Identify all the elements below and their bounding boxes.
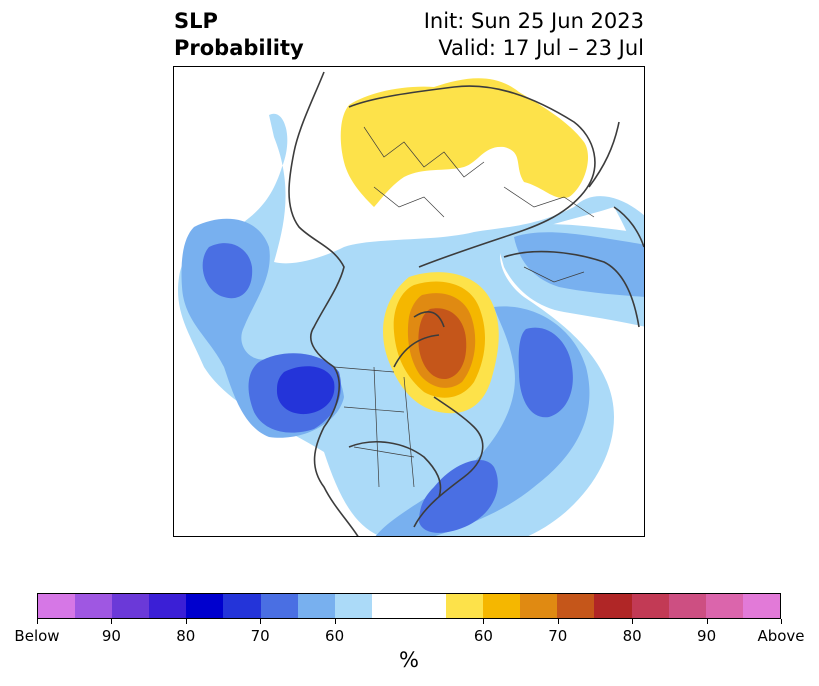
- colorbar-swatch: [742, 594, 780, 618]
- colorbar-swatch: [594, 594, 632, 618]
- chart-title: SLP Probability: [174, 8, 304, 62]
- colorbar-tick-mark: [483, 619, 485, 624]
- colorbar-swatch: [371, 594, 409, 618]
- political-borders: [333, 126, 595, 488]
- colorbar: [37, 593, 781, 619]
- below-normal-70-region-western-atlantic: [419, 459, 498, 533]
- colorbar-swatch: [297, 594, 335, 618]
- colorbar-tick-label: 90: [697, 627, 717, 645]
- colorbar-tick-label: 60: [473, 627, 493, 645]
- colorbar-tick-mark: [632, 619, 634, 624]
- colorbar-tick-mark: [781, 619, 782, 624]
- colorbar-tick-label: 80: [622, 627, 642, 645]
- colorbar-swatch: [668, 594, 706, 618]
- colorbar-swatch: [112, 594, 150, 618]
- colorbar-tick-mark: [111, 619, 113, 624]
- colorbar-tick-mark: [334, 619, 336, 624]
- forecast-dates: Init: Sun 25 Jun 2023 Valid: 17 Jul – 23…: [424, 8, 644, 62]
- above-normal-75-region: [418, 308, 467, 380]
- colorbar-swatch: [223, 594, 261, 618]
- coastlines: [288, 71, 644, 536]
- below-normal-70-region-north-atlantic: [518, 327, 573, 418]
- map-panel: [173, 66, 645, 537]
- colorbar-tick-mark: [37, 619, 38, 624]
- colorbar-swatch: [408, 594, 447, 618]
- colorbar-tick-label: 70: [548, 627, 568, 645]
- colorbar-tick-label: 90: [101, 627, 121, 645]
- colorbar-tick-label: Above: [757, 627, 805, 645]
- colorbar-unit-label: %: [399, 648, 419, 672]
- valid-range: Valid: 17 Jul – 23 Jul: [438, 36, 644, 60]
- colorbar-tick-label: 80: [176, 627, 196, 645]
- colorbar-swatch: [446, 594, 484, 618]
- colorbar-swatch: [483, 594, 521, 618]
- colorbar-swatch: [631, 594, 669, 618]
- above-normal-60-region-eurasia: [340, 78, 589, 207]
- colorbar-tick-label: Below: [14, 627, 60, 645]
- colorbar-tick-mark: [706, 619, 708, 624]
- colorbar-swatch: [38, 594, 76, 618]
- colorbar-tick-mark: [557, 619, 559, 624]
- colorbar-tick-mark: [185, 619, 187, 624]
- below-normal-70-region-north-pacific: [202, 243, 253, 299]
- below-normal-75-region: [276, 366, 335, 415]
- colorbar-swatch: [149, 594, 187, 618]
- colorbar-swatch: [557, 594, 595, 618]
- colorbar-swatch: [75, 594, 113, 618]
- colorbar-swatch: [705, 594, 743, 618]
- title-line-2: Probability: [174, 36, 304, 60]
- probability-map: [178, 71, 644, 536]
- colorbar-tick-mark: [260, 619, 262, 624]
- colorbar-swatch: [520, 594, 558, 618]
- below-normal-65-region-eurasia: [514, 232, 644, 297]
- colorbar-tick-label: 70: [250, 627, 270, 645]
- colorbar-tick-label: 60: [325, 627, 345, 645]
- colorbar-swatch: [260, 594, 298, 618]
- colorbar-swatch: [186, 594, 224, 618]
- colorbar-swatch: [334, 594, 372, 618]
- init-date: Init: Sun 25 Jun 2023: [423, 9, 644, 33]
- title-line-1: SLP: [174, 9, 218, 33]
